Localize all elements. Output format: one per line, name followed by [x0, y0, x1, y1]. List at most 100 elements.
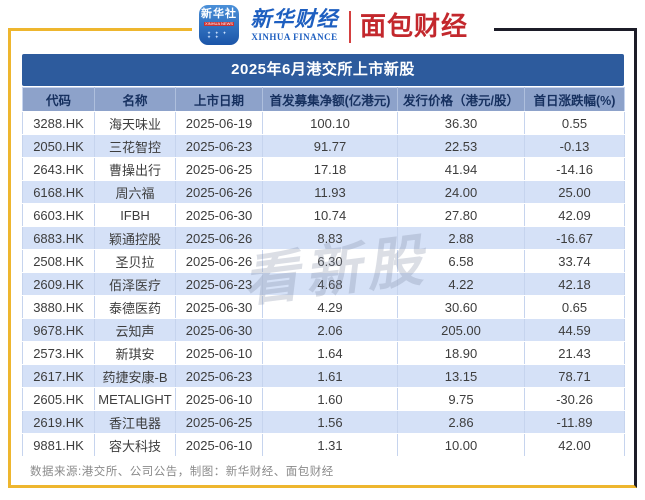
column-header: 代码 — [22, 87, 95, 112]
table-cell: 42.00 — [524, 433, 625, 457]
table-cell: 2025-06-10 — [175, 341, 263, 365]
table-cell: 6168.HK — [22, 180, 95, 204]
table-cell: 9881.HK — [22, 433, 95, 457]
table-cell: 2643.HK — [22, 157, 95, 181]
table-cell: 圣贝拉 — [94, 249, 176, 273]
table-cell: -16.67 — [524, 226, 625, 250]
table-cell: 33.74 — [524, 249, 625, 273]
table-row: 2573.HK 新琪安 2025-06-10 1.64 18.90 21.43 — [22, 341, 625, 365]
table-cell: -30.26 — [524, 387, 625, 411]
table-cell: 2025-06-26 — [175, 180, 263, 204]
table-cell: 41.94 — [397, 157, 525, 181]
table-cell: 1.31 — [262, 433, 398, 457]
xinhua-icon-text: 新华社 — [201, 8, 237, 20]
table-cell: 2025-06-30 — [175, 318, 263, 342]
table-row: 9678.HK 云知声 2025-06-30 2.06 205.00 44.59 — [22, 318, 625, 342]
table-row: 2508.HK 圣贝拉 2025-06-26 6.30 6.58 33.74 — [22, 249, 625, 273]
table-cell: 2025-06-19 — [175, 111, 263, 135]
table-cell: 42.18 — [524, 272, 625, 296]
bread-finance-logo: 面包财经 — [360, 11, 469, 41]
table-cell: 24.00 — [397, 180, 525, 204]
table-cell: 香江电器 — [94, 410, 176, 434]
table-cell: 6603.HK — [22, 203, 95, 227]
table-row: 6168.HK 周六福 2025-06-26 11.93 24.00 25.00 — [22, 180, 625, 204]
table-cell: 2609.HK — [22, 272, 95, 296]
column-header: 首发募集净额(亿港元) — [262, 87, 398, 112]
table-cell: 2025-06-26 — [175, 249, 263, 273]
table-cell: 9.75 — [397, 387, 525, 411]
table-cell: 海天味业 — [94, 111, 176, 135]
table-row: 2643.HK 曹操出行 2025-06-25 17.18 41.94 -14.16 — [22, 157, 625, 181]
table-cell: 1.64 — [262, 341, 398, 365]
table-cell: 三花智控 — [94, 134, 176, 158]
table-title: 2025年6月港交所上市新股 — [22, 54, 624, 86]
table-cell: 4.68 — [262, 272, 398, 296]
table-row: 6603.HK IFBH 2025-06-30 10.74 27.80 42.09 — [22, 203, 625, 227]
table-cell: 17.18 — [262, 157, 398, 181]
table-cell: 22.53 — [397, 134, 525, 158]
table-cell: METALIGHT — [94, 387, 176, 411]
table-cell: 2.06 — [262, 318, 398, 342]
table-cell: 2619.HK — [22, 410, 95, 434]
table-cell: 6.58 — [397, 249, 525, 273]
table-cell: 18.90 — [397, 341, 525, 365]
xinhua-finance-cn: 新华财经 — [250, 8, 339, 31]
table-cell: 2617.HK — [22, 364, 95, 388]
table-row: 6883.HK 颖通控股 2025-06-26 8.83 2.88 -16.67 — [22, 226, 625, 250]
table-row: 2609.HK 佰泽医疗 2025-06-23 4.68 4.22 42.18 — [22, 272, 625, 296]
table-cell: -11.89 — [524, 410, 625, 434]
table-cell: 泰德医药 — [94, 295, 176, 319]
table-cell: 药捷安康-B — [94, 364, 176, 388]
table-cell: 2025-06-25 — [175, 157, 263, 181]
table-cell: 3880.HK — [22, 295, 95, 319]
xinhua-finance-logo: 新华财经 XINHUA FINANCE — [247, 8, 342, 43]
table-cell: 佰泽医疗 — [94, 272, 176, 296]
table-cell: 3288.HK — [22, 111, 95, 135]
table-cell: 1.61 — [262, 364, 398, 388]
table-cell: 9678.HK — [22, 318, 95, 342]
column-header: 首日涨跌幅(%) — [524, 87, 625, 112]
new-stocks-table: 代码 名称 上市日期 首发募集净额(亿港元) 发行价格（港元/股） 首日涨跌幅(%) 32… — [22, 87, 625, 457]
table-row: 2605.HK METALIGHT 2025-06-10 1.60 9.75 -30.26 — [22, 387, 625, 411]
logo-divider — [349, 11, 351, 43]
table-cell: 36.30 — [397, 111, 525, 135]
table-cell: 30.60 — [397, 295, 525, 319]
column-header: 发行价格（港元/股） — [397, 87, 525, 112]
column-header: 上市日期 — [175, 87, 263, 112]
table-cell: 0.65 — [524, 295, 625, 319]
table-cell: 8.83 — [262, 226, 398, 250]
table-cell: 2.86 — [397, 410, 525, 434]
table-row: 3288.HK 海天味业 2025-06-19 100.10 36.30 0.55 — [22, 111, 625, 135]
table-row: 2619.HK 香江电器 2025-06-25 1.56 2.86 -11.89 — [22, 410, 625, 434]
table-cell: 曹操出行 — [94, 157, 176, 181]
table-cell: 2025-06-23 — [175, 134, 263, 158]
xinhua-icon-subtext: XINHUA NEWS — [204, 21, 235, 26]
table-cell: 颖通控股 — [94, 226, 176, 250]
table-cell: 205.00 — [397, 318, 525, 342]
table-body: 3288.HK 海天味业 2025-06-19 100.10 36.30 0.55 2050… — [22, 111, 625, 457]
table-cell: 4.22 — [397, 272, 525, 296]
table-cell: 2025-06-23 — [175, 364, 263, 388]
table-cell: 10.74 — [262, 203, 398, 227]
table-cell: 云知声 — [94, 318, 176, 342]
table-cell: IFBH — [94, 203, 176, 227]
table-cell: 2025-06-26 — [175, 226, 263, 250]
table-cell: -0.13 — [524, 134, 625, 158]
table-cell: 0.55 — [524, 111, 625, 135]
content-frame — [8, 28, 637, 488]
table-cell: 100.10 — [262, 111, 398, 135]
table-cell: 27.80 — [397, 203, 525, 227]
source-credit-note: 数据来源:港交所、公司公告，制图：新华财经、面包财经 — [30, 466, 334, 478]
top-border-yellow-segment — [8, 28, 192, 31]
xinhua-finance-en: XINHUA FINANCE — [251, 32, 338, 42]
table-cell: 2025-06-10 — [175, 387, 263, 411]
table-cell: 25.00 — [524, 180, 625, 204]
column-header: 名称 — [94, 87, 176, 112]
table-cell: 2025-06-30 — [175, 295, 263, 319]
table-row: 3880.HK 泰德医药 2025-06-30 4.29 30.60 0.65 — [22, 295, 625, 319]
table-row: 2050.HK 三花智控 2025-06-23 91.77 22.53 -0.13 — [22, 134, 625, 158]
table-cell: 2605.HK — [22, 387, 95, 411]
table-cell: -14.16 — [524, 157, 625, 181]
table-cell: 6.30 — [262, 249, 398, 273]
